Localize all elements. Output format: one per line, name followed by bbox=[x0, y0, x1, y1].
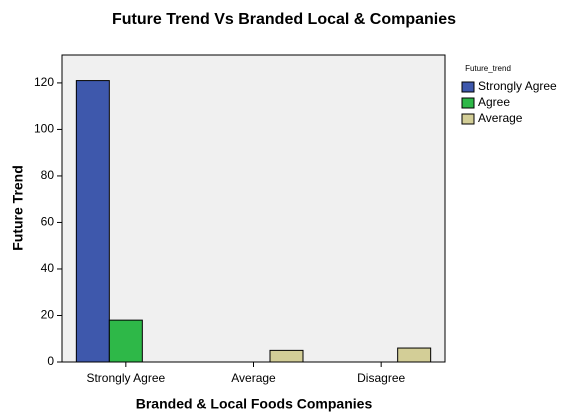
x-tick-label: Average bbox=[231, 371, 276, 385]
bar bbox=[397, 347, 432, 363]
y-tick-label: 20 bbox=[41, 308, 55, 322]
legend-swatch bbox=[461, 81, 475, 93]
y-tick-label: 40 bbox=[41, 261, 55, 275]
plot-area bbox=[61, 54, 446, 363]
legend-swatch bbox=[461, 97, 475, 109]
legend-label: Strongly Agree bbox=[478, 79, 557, 93]
y-tick-label: 120 bbox=[34, 75, 54, 89]
bar bbox=[269, 349, 304, 363]
y-tick-label: 80 bbox=[41, 168, 55, 182]
bar bbox=[75, 80, 110, 363]
legend-title: Future_trend bbox=[465, 64, 511, 73]
legend-label: Agree bbox=[478, 95, 510, 109]
legend-swatch bbox=[461, 113, 475, 125]
legend-label: Average bbox=[478, 111, 523, 125]
y-tick-label: 0 bbox=[47, 354, 54, 368]
x-tick-label: Strongly Agree bbox=[86, 371, 165, 385]
x-axis-title: Branded & Local Foods Companies bbox=[136, 396, 373, 412]
y-axis-title: Future Trend bbox=[10, 165, 26, 251]
chart-title: Future Trend Vs Branded Local & Companie… bbox=[112, 11, 456, 28]
y-tick-label: 100 bbox=[34, 122, 54, 136]
bar bbox=[108, 319, 143, 363]
x-tick-label: Disagree bbox=[357, 371, 405, 385]
y-tick-label: 60 bbox=[41, 215, 55, 229]
